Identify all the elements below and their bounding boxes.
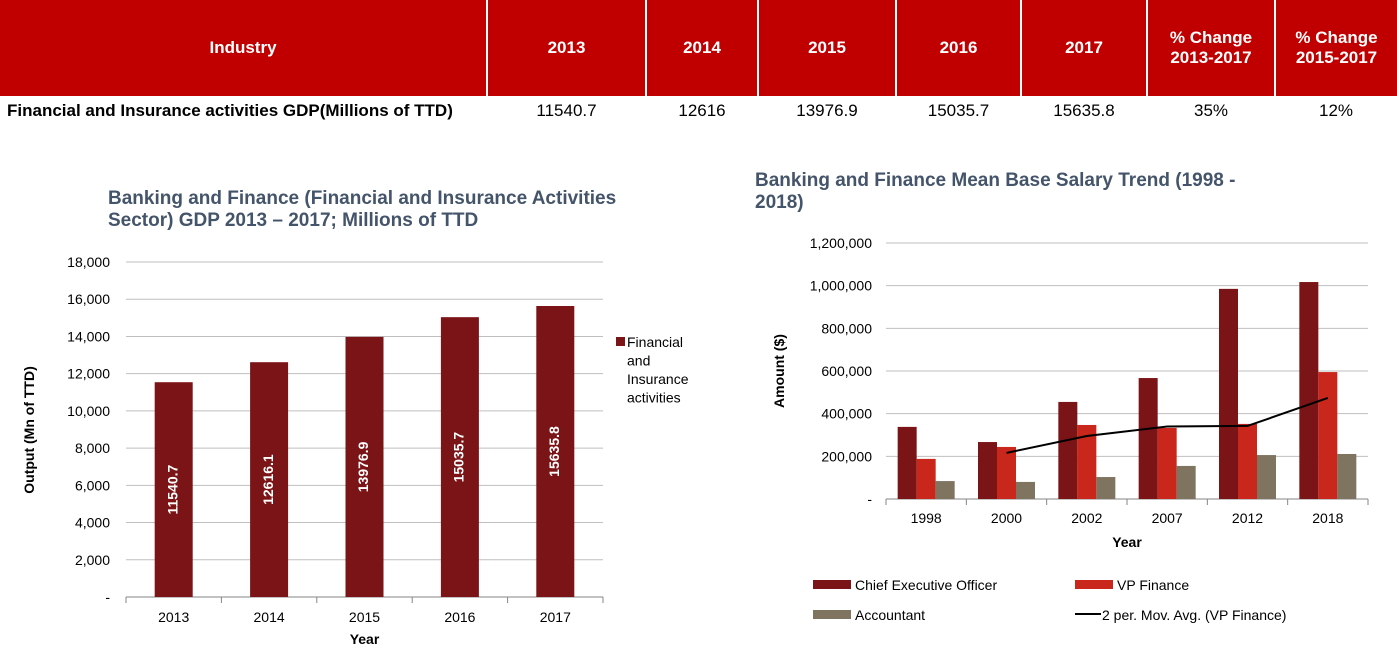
y-axis-title: Output (Mn of TTD) [21, 366, 37, 494]
header-change-2015-2017: % Change 2015-2017 [1275, 0, 1397, 96]
x-tick-label: 2015 [349, 609, 380, 625]
gdp-data-label: 12616.1 [260, 454, 276, 505]
gdp-table: Industry 2013 2014 2015 2016 2017 % Chan… [0, 0, 1397, 126]
cell-industry: Financial and Insurance activities GDP(M… [7, 101, 453, 120]
vp-finance-bar [997, 446, 1016, 499]
y-tick-label: 200,000 [821, 448, 872, 464]
cell-2014: 12616 [678, 101, 726, 120]
legend-accountant-label: Accountant [855, 607, 925, 623]
header-2016: 2016 [896, 0, 1022, 96]
legend-label: and [627, 353, 650, 369]
table-header-row: Industry 2013 2014 2015 2016 2017 % Chan… [0, 0, 1397, 96]
gdp-bar [536, 306, 575, 597]
y-tick-label: 8,000 [75, 440, 110, 456]
salary-chart-title: Banking and Finance Mean Base Salary Tre… [755, 170, 1236, 213]
legend-label: Financial [627, 334, 683, 350]
x-tick-label: 2013 [158, 609, 189, 625]
y-tick-label: 1,200,000 [810, 235, 872, 251]
cell-2017: 15635.8 [1053, 101, 1115, 120]
gdp-data-label: 15035.7 [451, 432, 467, 483]
gdp-bar [440, 317, 479, 597]
gdp-data-label: 11540.7 [164, 464, 180, 514]
ceo-bar [1138, 378, 1158, 499]
header-2014: 2014 [646, 0, 759, 96]
x-tick-label: 2014 [254, 609, 285, 625]
cell-2013: 11540.7 [536, 101, 597, 120]
header-change-2013-2017: % Change 2013-2017 [1147, 0, 1276, 96]
y-tick-label: 14,000 [67, 328, 110, 344]
x-tick-label: 2002 [1071, 510, 1102, 526]
y-tick-label: 12,000 [67, 366, 110, 382]
header-industry: Industry [0, 0, 488, 96]
x-tick-label: 1998 [911, 510, 942, 526]
vp-finance-bar [1157, 427, 1177, 499]
y-tick-label: 800,000 [821, 320, 872, 336]
y-tick-label: 2,000 [75, 552, 110, 568]
accountant-bar [1337, 453, 1357, 499]
table-row: Financial and Insurance activities GDP(M… [0, 96, 1397, 126]
x-tick-label: 2017 [540, 609, 571, 625]
header-change-2013-2017-label: % Change 2013-2017 [1169, 28, 1253, 67]
legend-moving-average-label: 2 per. Mov. Avg. (VP Finance) [1102, 607, 1286, 623]
cell-2016: 15035.7 [927, 101, 990, 120]
accountant-bar [1096, 477, 1116, 499]
vp-finance-bar [1238, 423, 1257, 499]
ceo-bar [1219, 288, 1238, 499]
accountant-bar [1016, 481, 1035, 499]
y-tick-label: 1,000,000 [810, 278, 872, 294]
y-tick-label: 6,000 [75, 477, 110, 493]
ceo-bar [1299, 282, 1319, 499]
gdp-bar [345, 336, 384, 597]
x-tick-label: 2007 [1152, 510, 1183, 526]
ceo-bar [1058, 401, 1078, 499]
moving-average-line [1006, 397, 1329, 454]
gdp-bar [154, 382, 193, 597]
legend-label: Insurance [627, 371, 689, 387]
cell-change-2013-2017: 35% [1193, 101, 1229, 120]
legend-label: activities [627, 390, 681, 406]
y-tick-label: 4,000 [75, 515, 110, 531]
accountant-bar [935, 481, 955, 499]
vp-finance-bar [1077, 424, 1097, 499]
legend-vp-finance-swatch [1075, 580, 1113, 589]
y-axis-title: Amount ($) [771, 334, 787, 408]
x-tick-label: 2018 [1312, 510, 1343, 526]
header-2017: 2017 [1021, 0, 1148, 96]
accountant-bar [1257, 455, 1276, 499]
legend-accountant-swatch [813, 610, 851, 619]
accountant-bar [1176, 465, 1196, 499]
gdp-data-label: 15635.8 [546, 426, 562, 477]
y-tick-label: 600,000 [821, 363, 872, 379]
y-tick-label: 18,000 [67, 254, 110, 270]
ceo-bar [978, 442, 997, 499]
vp-finance-bar [916, 458, 936, 499]
gdp-chart: - 2,000 4,000 6,000 8,000 10,000 12,000 14,000 1… [21, 254, 689, 647]
header-2013: 2013 [487, 0, 647, 96]
legend-ceo-label: Chief Executive Officer [855, 577, 997, 593]
header-2015: 2015 [758, 0, 897, 96]
gdp-chart-title: Banking and Finance (Financial and Insur… [108, 188, 617, 231]
legend-vp-finance-label: VP Finance [1117, 577, 1189, 593]
y-tick-label: 10,000 [67, 403, 110, 419]
cell-2015: 13976.9 [796, 101, 858, 120]
x-tick-label: 2016 [444, 609, 475, 625]
header-change-2015-2017-label: % Change 2015-2017 [1295, 28, 1378, 67]
legend-swatch [616, 337, 625, 346]
gdp-data-label: 13976.9 [355, 441, 371, 492]
y-tick-label: - [105, 589, 110, 605]
ceo-bar [897, 426, 917, 499]
x-tick-label: 2000 [991, 510, 1022, 526]
legend-ceo-swatch [813, 580, 851, 589]
salary-chart: - 200,000 400,000 600,000 800,000 1,000,000 1,… [771, 235, 1369, 623]
x-axis-title: Year [1112, 534, 1142, 550]
gdp-bar [250, 362, 289, 597]
x-axis-title: Year [350, 631, 380, 647]
vp-finance-bar [1318, 372, 1338, 499]
y-tick-label: 400,000 [821, 406, 872, 422]
cell-change-2015-2017: 12% [1318, 101, 1354, 120]
y-tick-label: - [867, 491, 872, 507]
x-tick-label: 2012 [1232, 510, 1263, 526]
y-tick-label: 16,000 [67, 291, 110, 307]
